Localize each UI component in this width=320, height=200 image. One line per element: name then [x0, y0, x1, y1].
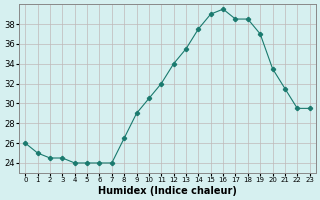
X-axis label: Humidex (Indice chaleur): Humidex (Indice chaleur): [98, 186, 237, 196]
